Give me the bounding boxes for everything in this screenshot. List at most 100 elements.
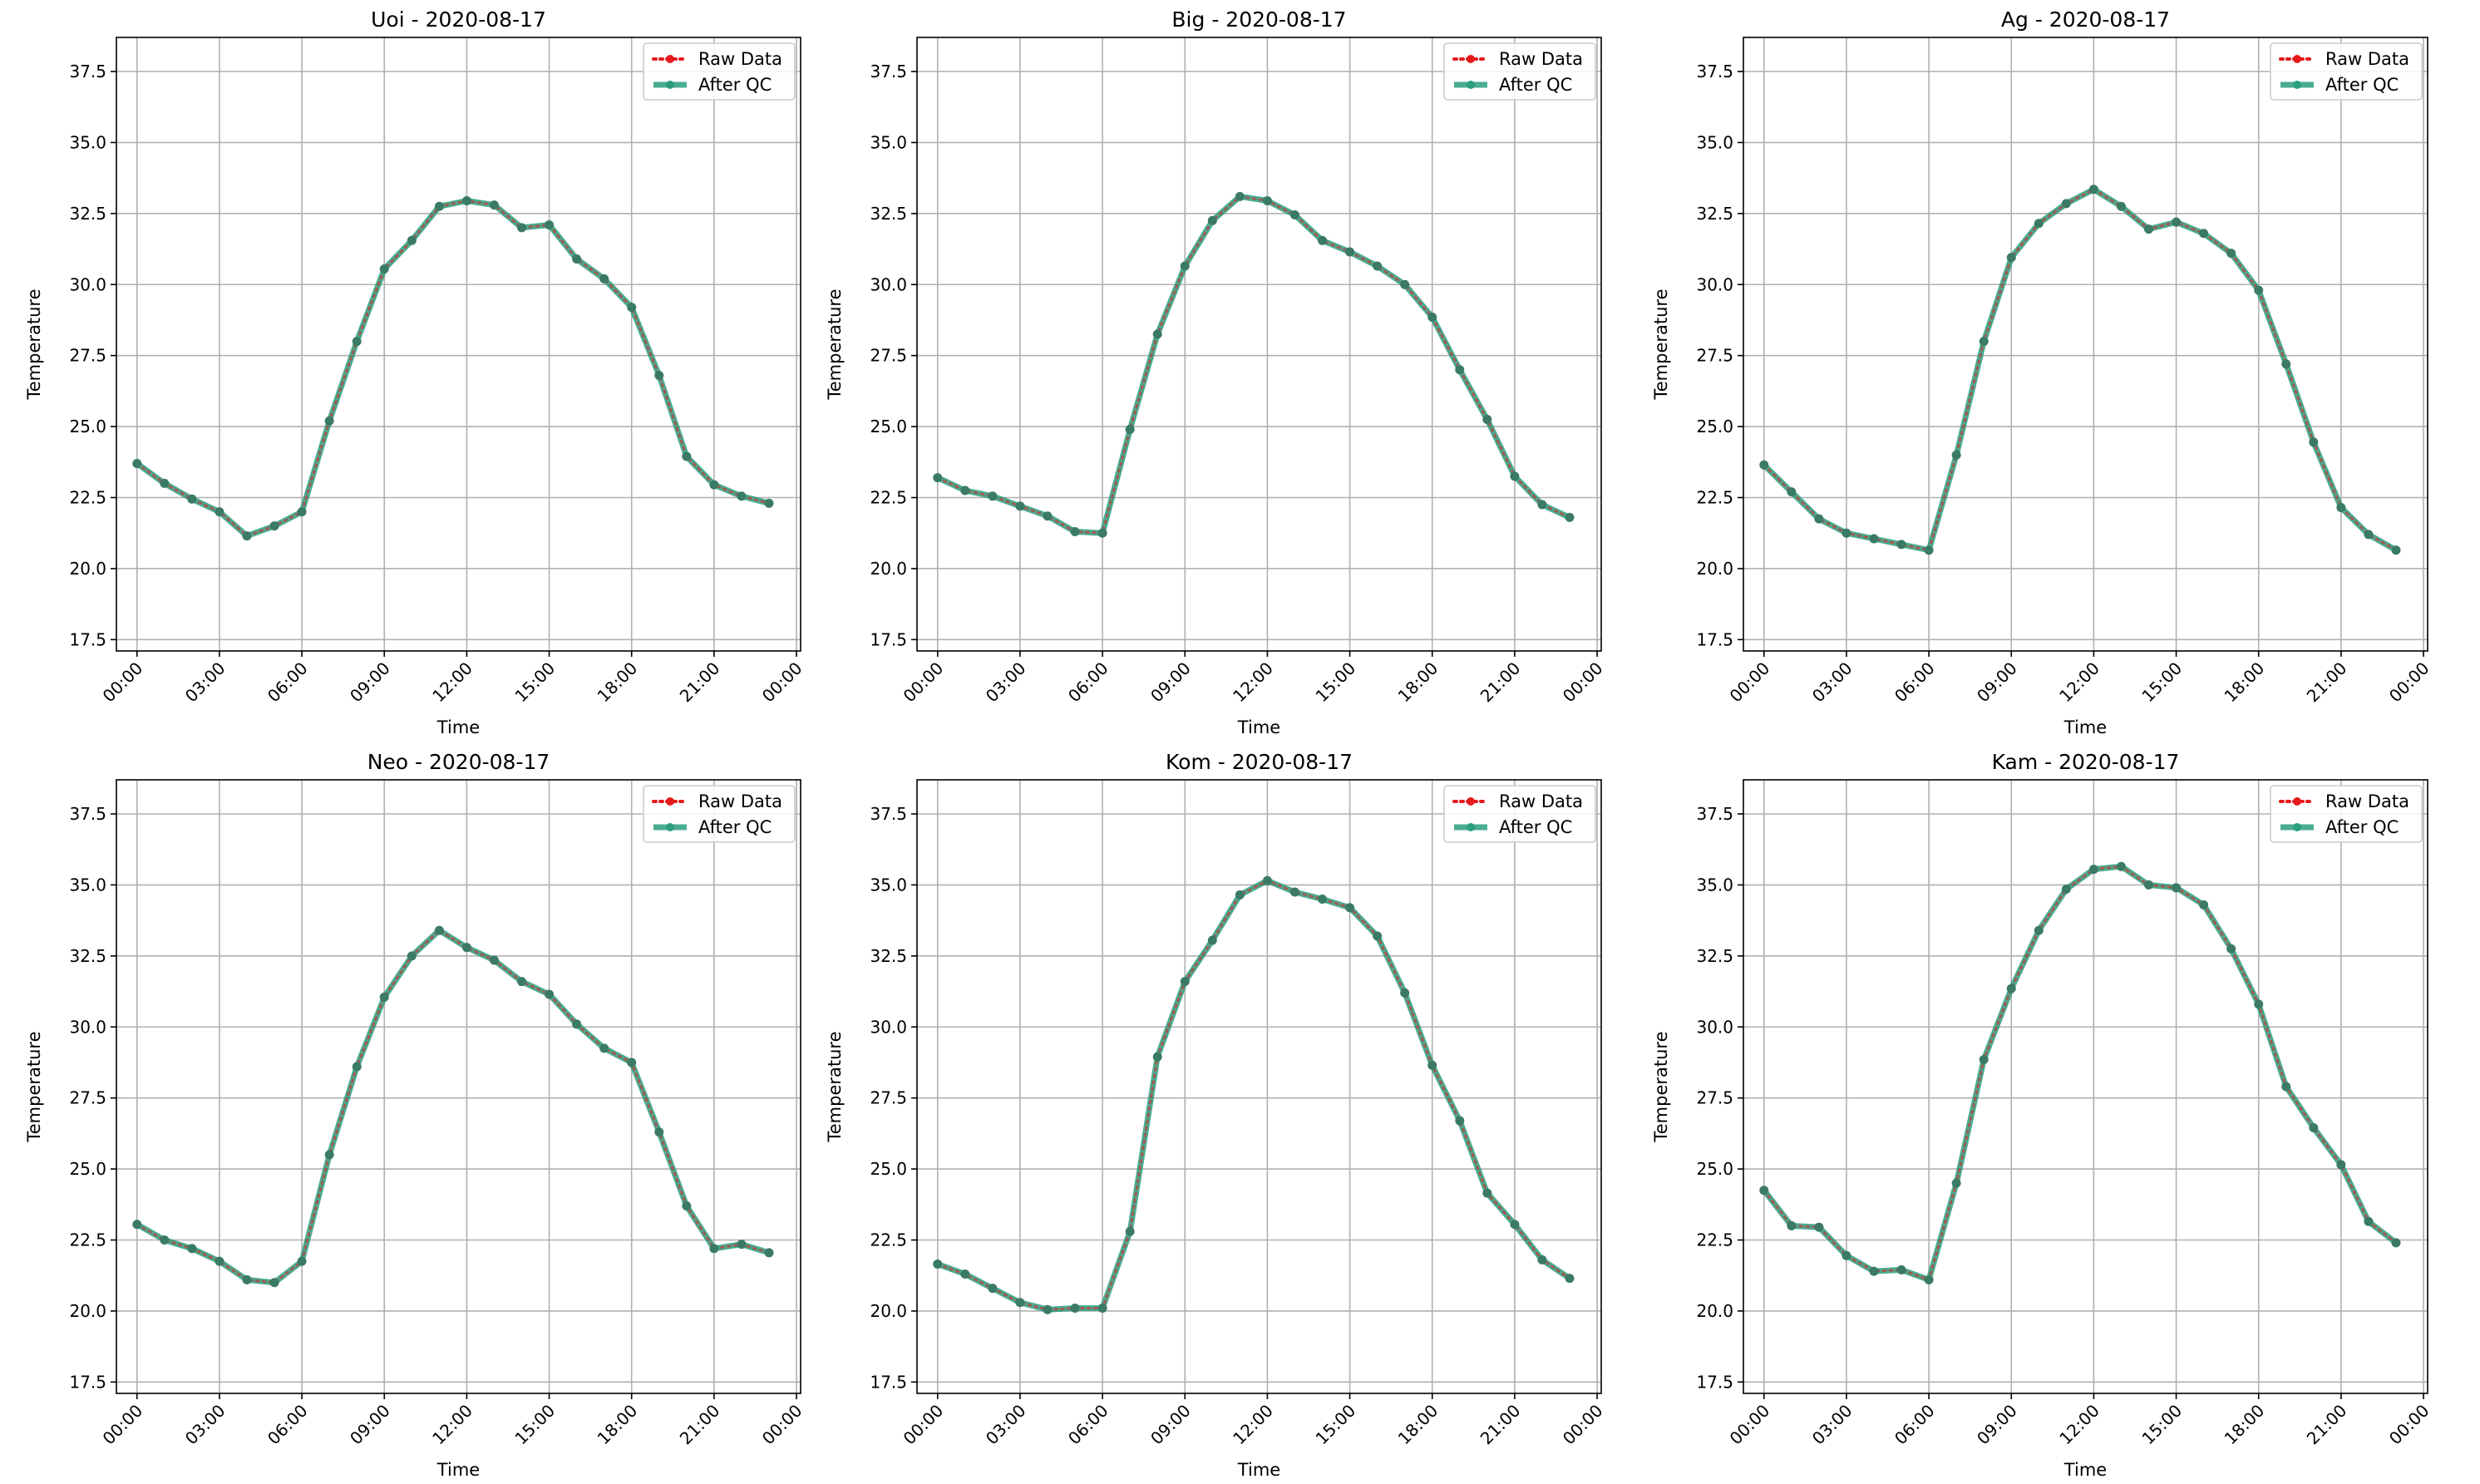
data-point: [764, 498, 774, 508]
data-point: [324, 1150, 334, 1160]
data-point: [407, 235, 417, 245]
data-point: [2144, 880, 2154, 890]
y-tick-label: 25.0: [1696, 417, 1733, 436]
data-point: [2172, 883, 2182, 893]
chart-title: Ag - 2020-08-17: [2001, 7, 2170, 32]
x-tick-label: 15:00: [2137, 1401, 2186, 1449]
data-point: [2391, 545, 2401, 555]
data-point: [2172, 217, 2182, 227]
x-axis-label: Time: [2063, 717, 2107, 737]
x-tick-label: 15:00: [2137, 658, 2186, 707]
y-axis-label: Temperature: [825, 1031, 845, 1142]
x-tick-label: 00:00: [99, 658, 147, 707]
data-point: [1262, 875, 1272, 885]
y-axis-label: Temperature: [825, 288, 845, 400]
data-point: [2226, 249, 2236, 259]
series-line-after-qc: [934, 877, 1573, 1313]
data-point: [2254, 999, 2264, 1009]
x-tick-label: 18:00: [2221, 1401, 2269, 1449]
legend: Raw Data After QC: [2270, 785, 2423, 843]
data-point: [1400, 988, 1410, 998]
y-tick-label: 27.5: [1696, 346, 1733, 366]
data-point: [1125, 1226, 1135, 1236]
data-point: [297, 507, 307, 517]
data-point: [627, 1058, 637, 1067]
data-point: [1537, 1255, 1547, 1265]
x-tick-label: 15:00: [1311, 658, 1359, 707]
series-line-raw-data: [1763, 188, 2398, 552]
y-tick-label: 30.0: [1696, 1017, 1733, 1037]
data-point: [489, 955, 499, 965]
x-tick-label: 21:00: [1477, 658, 1525, 707]
data-point: [933, 473, 943, 483]
y-tick-label: 22.5: [1696, 1230, 1733, 1250]
x-tick-label: 18:00: [594, 1401, 642, 1449]
data-point: [187, 494, 197, 504]
data-point: [1869, 1266, 1879, 1276]
data-point: [2199, 229, 2209, 239]
legend-label-after-qc: After QC: [2325, 817, 2399, 837]
data-point: [2364, 530, 2374, 540]
data-point: [2336, 1160, 2346, 1170]
x-tick-label: 03:00: [181, 658, 229, 707]
x-tick-label: 00:00: [900, 1401, 948, 1449]
y-tick-label: 20.0: [870, 559, 907, 579]
y-tick-label: 32.5: [870, 946, 907, 966]
series-line-after-qc: [934, 193, 1573, 536]
y-tick-label: 30.0: [870, 1017, 907, 1037]
data-point: [517, 223, 527, 233]
data-point: [1814, 514, 1824, 524]
data-point: [1896, 540, 1906, 550]
x-tick-label: 21:00: [1477, 1401, 1525, 1449]
x-tick-label: 00:00: [1726, 658, 1774, 707]
chart-title: Neo - 2020-08-17: [367, 750, 550, 774]
y-tick-label: 37.5: [1696, 804, 1733, 824]
data-point: [1207, 215, 1217, 225]
data-point: [2199, 900, 2209, 910]
data-point: [1043, 511, 1053, 521]
legend-marker-raw-data: [666, 797, 674, 806]
x-tick-label: 18:00: [1394, 1401, 1442, 1449]
legend-label-after-qc: After QC: [2325, 75, 2399, 95]
x-tick-label: 09:00: [1146, 658, 1195, 707]
data-point: [1318, 235, 1328, 245]
data-point: [1979, 337, 1989, 347]
data-point: [737, 1240, 747, 1250]
x-tick-label: 12:00: [428, 658, 476, 707]
data-point: [682, 1201, 692, 1210]
y-tick-label: 27.5: [69, 1088, 106, 1108]
y-tick-label: 20.0: [69, 1301, 106, 1321]
series-line-raw-data: [136, 199, 771, 538]
x-axis-label: Time: [436, 1460, 480, 1480]
data-point: [2116, 201, 2126, 211]
data-point: [1152, 1052, 1162, 1062]
data-point: [2061, 199, 2071, 209]
data-point: [1207, 935, 1217, 945]
data-point: [1951, 450, 1961, 460]
data-point: [242, 531, 252, 541]
y-tick-label: 37.5: [69, 62, 106, 81]
x-tick-label: 06:00: [264, 1401, 312, 1449]
plot-frame: [116, 779, 801, 1394]
x-tick-label: 21:00: [676, 1401, 724, 1449]
data-point: [214, 507, 224, 517]
data-point: [1373, 261, 1383, 271]
data-point: [1097, 1304, 1107, 1313]
chart-panel-4: 00:00 03:00 06:00 09:00 12:00 15:00 18:00 21:00…: [825, 750, 1607, 1480]
data-point: [132, 1220, 142, 1230]
legend: Raw Data After QC: [643, 785, 796, 843]
data-point: [2034, 219, 2044, 229]
data-point: [1924, 545, 1934, 555]
x-tick-label: 09:00: [1146, 1401, 1195, 1449]
x-tick-label: 00:00: [2385, 1401, 2433, 1449]
data-point: [988, 1284, 998, 1294]
data-point: [160, 478, 170, 488]
y-tick-label: 35.0: [870, 132, 907, 152]
series-line-after-qc: [134, 927, 772, 1286]
data-point: [2034, 925, 2044, 935]
y-tick-label: 30.0: [870, 274, 907, 294]
y-tick-label: 20.0: [870, 1301, 907, 1321]
x-tick-label: 15:00: [1311, 1401, 1359, 1449]
legend-marker-after-qc: [2293, 823, 2301, 831]
